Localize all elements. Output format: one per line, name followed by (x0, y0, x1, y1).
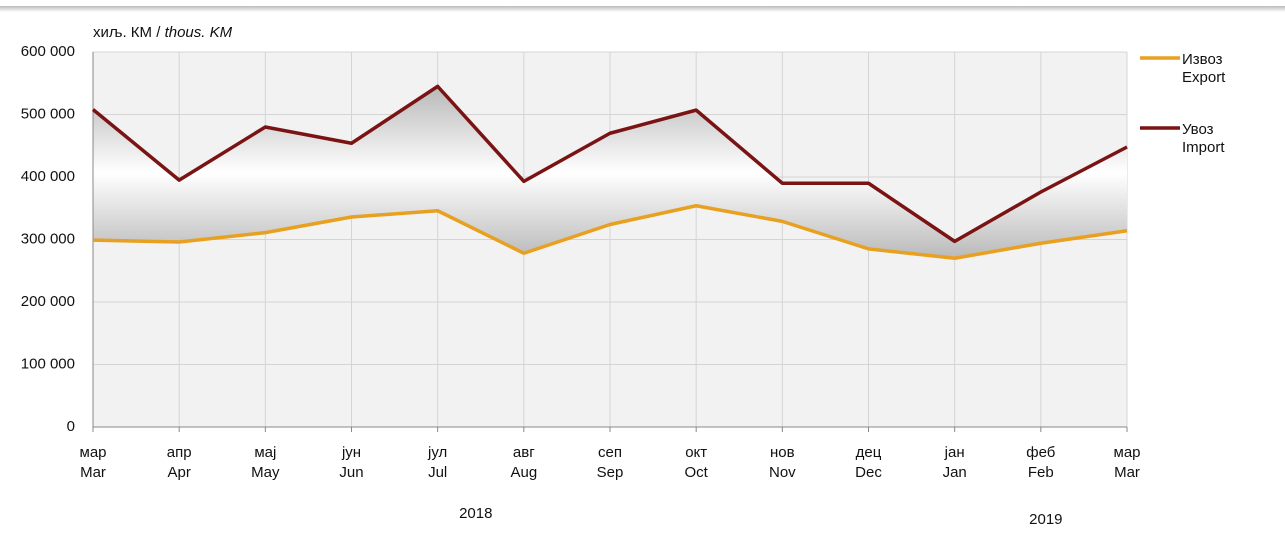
y-tick-label: 500 000 (21, 105, 75, 122)
legend-label: Увоз (1182, 121, 1214, 138)
x-tick-label-en: Mar (80, 464, 106, 481)
x-tick-label: мар (1114, 444, 1141, 461)
legend-label: Извоз (1182, 51, 1223, 68)
x-tick-label-en: May (251, 464, 280, 481)
x-tick-label: сеп (598, 444, 622, 461)
y-tick-label: 600 000 (21, 43, 75, 60)
year-label: 2019 (1029, 511, 1062, 528)
x-tick-label-en: Aug (510, 464, 537, 481)
y-tick-label: 200 000 (21, 293, 75, 310)
x-tick-label: окт (685, 444, 707, 461)
x-tick-label-en: Sep (597, 464, 624, 481)
y-axis-label: хиљ. КМ / thous. KM (93, 24, 233, 41)
x-tick-label: јул (427, 444, 447, 461)
series-line (91, 84, 1128, 244)
x-tick-label: јан (944, 444, 965, 461)
x-tick-label-en: Jan (943, 464, 967, 481)
x-tick-label: апр (167, 444, 192, 461)
year-label: 2018 (459, 505, 492, 522)
x-tick-label-en: Feb (1028, 464, 1054, 481)
x-tick-label: мај (254, 444, 276, 461)
x-tick-label-en: Nov (769, 464, 796, 481)
x-tick-label: феб (1026, 444, 1055, 461)
x-tick-label-en: Oct (684, 464, 708, 481)
x-tick-label-en: Mar (1114, 464, 1140, 481)
x-tick-label-en: Dec (855, 464, 882, 481)
x-tick-label: јун (341, 444, 361, 461)
y-tick-label: 300 000 (21, 230, 75, 247)
y-tick-label: 100 000 (21, 355, 75, 372)
x-tick-label: дец (856, 444, 882, 461)
x-tick-label-en: Apr (167, 464, 190, 481)
legend-label-en: Import (1182, 139, 1225, 156)
x-tick-label: авг (513, 444, 535, 461)
x-tick-label-en: Jul (428, 464, 447, 481)
x-tick-label: нов (770, 444, 795, 461)
y-tick-label: 400 000 (21, 168, 75, 185)
x-tick-label-en: Jun (339, 464, 363, 481)
y-tick-label: 0 (67, 418, 75, 435)
top-shadow (0, 6, 1285, 12)
legend-label-en: Export (1182, 69, 1226, 86)
x-tick-label: мар (80, 444, 107, 461)
series-line (92, 204, 1128, 260)
